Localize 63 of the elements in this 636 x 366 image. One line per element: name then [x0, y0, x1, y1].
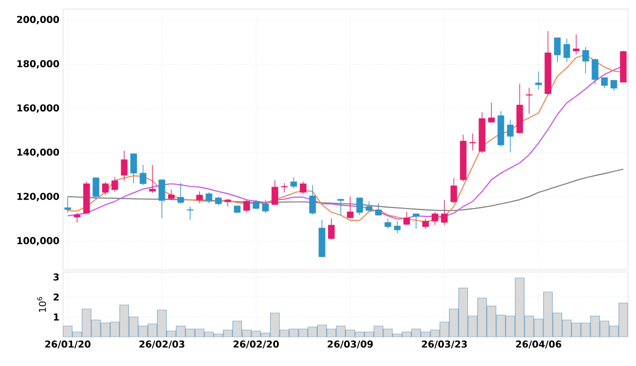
candlestick	[488, 102, 495, 123]
y-axis-title: 10$^{6}$	[37, 297, 46, 312]
candlestick	[300, 181, 306, 194]
candlestick	[243, 200, 250, 213]
x-tick-label: 26/03/23	[422, 340, 467, 348]
y-tick-label: 200,000	[17, 16, 60, 24]
candlestick	[140, 164, 146, 186]
candlestick	[102, 181, 109, 196]
candlestick	[506, 119, 514, 153]
candlestick	[186, 206, 194, 220]
x-tick-label: 26/04/06	[516, 340, 562, 348]
candlestick	[64, 196, 72, 213]
y-tick-label: 140,000	[17, 148, 60, 157]
candlestick	[328, 218, 335, 240]
candlestick	[177, 182, 184, 204]
y-tick-label: 120,000	[17, 192, 60, 202]
y-tick-label: 2	[54, 293, 59, 301]
candlestick	[601, 77, 608, 89]
y-tick-label: 3	[54, 273, 59, 281]
candlestick	[375, 202, 382, 216]
candlestick	[92, 177, 100, 200]
candlestick	[111, 176, 118, 192]
candlestick	[74, 212, 80, 223]
candlestick	[469, 133, 476, 151]
candlestick	[346, 196, 354, 219]
candlestick	[280, 182, 288, 193]
candlestick	[572, 34, 580, 55]
candlestick	[526, 87, 532, 114]
candlestick	[158, 179, 166, 219]
candlestick	[563, 38, 570, 62]
candlestick	[394, 220, 401, 234]
candlestick	[384, 218, 392, 229]
candlestick	[450, 178, 458, 204]
candlestick	[262, 200, 269, 214]
candlestick	[432, 211, 438, 226]
candlestick	[130, 153, 137, 184]
candlestick	[272, 179, 278, 206]
candlestick	[168, 189, 175, 200]
candlestick	[309, 184, 316, 215]
y-tick-label: 180,000	[17, 60, 60, 68]
candlestick	[441, 200, 448, 226]
candlestick	[120, 150, 128, 182]
candlestick	[356, 198, 363, 216]
candlestick	[610, 80, 618, 92]
candlestick	[290, 176, 298, 189]
candlestick	[196, 191, 203, 204]
x-tick-label: 26/01/20	[45, 340, 90, 348]
x-tick-label: 26/02/03	[139, 340, 184, 348]
y-tick-label: 100,000	[17, 237, 60, 246]
y-tick-label: 1	[54, 314, 59, 320]
candlestick	[422, 218, 429, 229]
candlestick	[149, 164, 156, 194]
candlestick	[554, 37, 561, 62]
candlestick	[412, 213, 420, 229]
x-tick-label: 26/02/20	[234, 340, 279, 348]
candlestick	[337, 198, 344, 216]
candlestick	[403, 211, 410, 226]
candlestick	[582, 46, 589, 74]
candlestick	[535, 71, 542, 90]
candlestick	[206, 192, 212, 204]
y-tick-label: 160,000	[17, 104, 60, 113]
candlestick	[592, 58, 598, 85]
x-tick-label: 26/03/09	[328, 340, 373, 348]
